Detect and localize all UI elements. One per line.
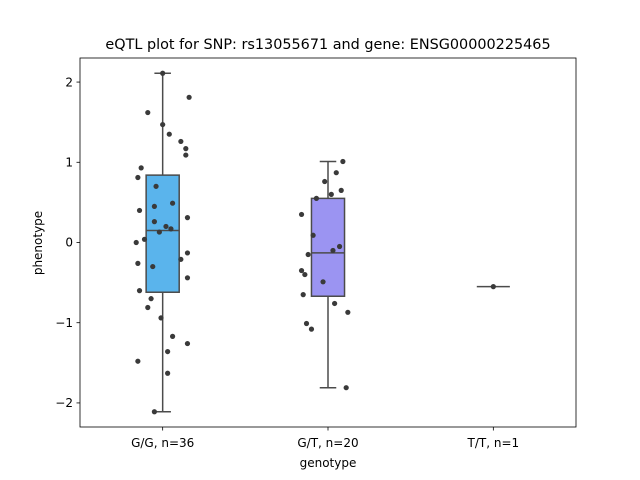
data-point [135, 260, 141, 266]
data-point [308, 326, 315, 332]
data-point [178, 256, 184, 262]
data-point [169, 200, 176, 206]
data-point [184, 340, 191, 347]
data-point [148, 296, 154, 302]
x-tick-label: T/T, n=1 [467, 436, 520, 450]
y-tick-label: 1 [65, 155, 73, 169]
data-point [183, 146, 189, 152]
data-point [145, 304, 151, 311]
data-point [332, 300, 338, 307]
data-point [160, 70, 166, 76]
data-point [343, 385, 349, 391]
data-point [320, 279, 326, 285]
data-point [338, 187, 344, 193]
data-point [145, 109, 151, 116]
y-tick-label: 2 [65, 75, 73, 89]
data-point [168, 226, 174, 232]
y-tick-label: −1 [55, 316, 73, 330]
data-point [169, 333, 176, 339]
data-point [158, 315, 164, 321]
data-point [340, 158, 346, 165]
data-point [336, 243, 343, 250]
data-point [150, 263, 156, 270]
data-point [141, 236, 148, 242]
data-point [302, 271, 308, 278]
data-point [151, 409, 157, 415]
box-group [476, 284, 510, 290]
data-point [183, 152, 189, 158]
x-tick-label: G/T, n=20 [297, 436, 358, 450]
plot-area [133, 70, 510, 415]
data-point [163, 223, 169, 230]
data-point [166, 131, 172, 137]
data-point [151, 219, 157, 225]
y-tick-label: −2 [55, 396, 73, 410]
data-point [310, 232, 316, 238]
data-point [298, 267, 305, 274]
data-point [298, 211, 305, 218]
iqr-box [145, 174, 180, 293]
data-point [186, 94, 192, 100]
data-point [135, 174, 141, 181]
data-point [133, 239, 139, 246]
data-point [151, 203, 157, 210]
data-point [345, 309, 351, 315]
data-point [135, 358, 141, 364]
x-tick-label: G/G, n=36 [131, 436, 194, 450]
data-point [156, 229, 162, 235]
data-point [490, 284, 496, 290]
y-axis-label: phenotype [31, 211, 45, 275]
box-group [298, 158, 351, 391]
data-point [303, 320, 310, 327]
data-point [322, 178, 328, 185]
data-point [160, 121, 166, 128]
y-tick-label: 0 [65, 236, 73, 250]
data-point [178, 138, 184, 145]
data-point [184, 275, 191, 281]
chart-title: eQTL plot for SNP: rs13055671 and gene: … [105, 37, 550, 53]
box-group [133, 70, 192, 415]
data-point [300, 292, 306, 298]
data-point [330, 247, 336, 254]
data-point [153, 183, 159, 189]
axes: 2 1 0 −1 −2 G/G, n=36 G/T, n=20 T/T, n=1 [55, 75, 519, 450]
data-point [305, 251, 311, 258]
data-point [333, 170, 339, 176]
data-point [184, 250, 191, 256]
data-point [136, 288, 143, 294]
data-point [136, 207, 143, 214]
x-axis-label: genotype [300, 456, 357, 470]
data-point [138, 165, 144, 171]
data-point [328, 191, 334, 197]
data-point [184, 215, 191, 221]
data-point [165, 348, 171, 355]
data-point [165, 370, 171, 376]
data-point [313, 195, 320, 201]
